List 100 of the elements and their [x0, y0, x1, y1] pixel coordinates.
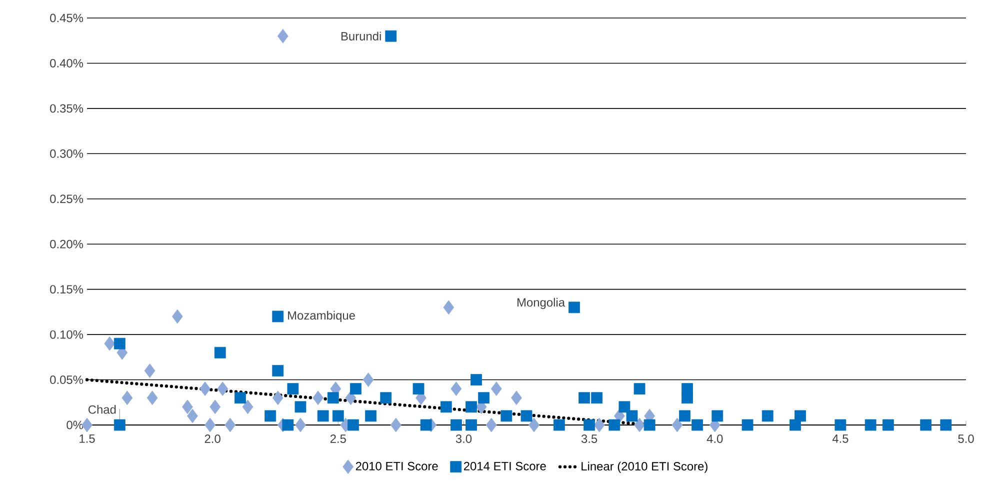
point [317, 410, 329, 422]
point [144, 364, 156, 378]
point [420, 419, 432, 431]
point [794, 410, 806, 422]
point [242, 400, 254, 414]
x-tick-label: 4.5 [832, 434, 848, 443]
point [440, 401, 452, 413]
x-tick-label: 1.5 [80, 434, 95, 443]
y-tick-label: 0.35% [50, 104, 84, 113]
point [282, 419, 294, 431]
point [362, 372, 374, 387]
point [500, 410, 512, 422]
annotation: Chad [88, 405, 116, 414]
point [478, 392, 490, 404]
point [568, 302, 580, 314]
point [287, 383, 299, 395]
point [634, 418, 645, 432]
point [327, 392, 339, 404]
point [224, 418, 236, 432]
legend-label: 2010 ETI Score [356, 462, 438, 470]
point [380, 392, 392, 404]
point [390, 418, 402, 432]
x-tick-label: 2.0 [204, 434, 220, 443]
point [466, 419, 477, 431]
point [486, 418, 497, 432]
point [762, 410, 774, 422]
point [204, 418, 216, 432]
point [122, 390, 133, 406]
point [294, 401, 306, 413]
point [412, 383, 424, 395]
y-tick-label: 0.10% [50, 330, 84, 339]
point [553, 419, 565, 431]
point [679, 410, 690, 422]
point [470, 374, 482, 386]
point [172, 309, 183, 324]
point [234, 392, 246, 404]
point [332, 410, 344, 422]
legend-label: Linear (2010 ETI Score) [582, 462, 708, 473]
point [578, 392, 590, 404]
point [350, 383, 362, 395]
point [187, 408, 198, 424]
point [348, 419, 359, 431]
point [920, 419, 932, 431]
y-tick-label: 0% [66, 420, 84, 430]
point [277, 28, 288, 44]
legend-label: 2014 ETI Score [464, 462, 546, 470]
point [450, 382, 462, 396]
point [644, 419, 656, 431]
point [210, 400, 221, 414]
point [672, 418, 683, 432]
annotation: Mongolia [518, 298, 566, 309]
point [634, 383, 646, 395]
y-tick-label: 0.25% [50, 194, 84, 204]
annotation: Mozambique [288, 310, 355, 322]
y-tick-label: 0.30% [50, 149, 84, 158]
point [490, 382, 502, 396]
x-tick-label: 5.0 [958, 434, 974, 443]
point [443, 300, 454, 315]
point [114, 419, 126, 431]
y-tick-label: 0.15% [50, 285, 84, 294]
x-tick-label: 4.0 [706, 434, 723, 443]
y-tick-label: 0.40% [50, 58, 84, 68]
point [618, 401, 630, 413]
y-tick-label: 0.20% [50, 240, 84, 248]
annotation: Burundi [341, 32, 381, 40]
point [608, 419, 620, 431]
point [272, 310, 284, 322]
point [864, 419, 876, 431]
point [365, 410, 377, 422]
x-tick-label: 3.0 [456, 434, 472, 443]
point [264, 410, 276, 422]
point [217, 382, 228, 396]
point [511, 390, 522, 406]
x-tick-label: 2.5 [330, 434, 346, 443]
x-tick-label: 3.5 [581, 434, 598, 443]
point [682, 392, 693, 404]
point [940, 419, 952, 431]
point [385, 30, 397, 42]
point [834, 419, 846, 431]
point [594, 418, 605, 432]
point [626, 410, 638, 422]
point [114, 338, 126, 350]
point [345, 390, 356, 406]
point [882, 419, 894, 431]
point [200, 382, 210, 396]
point [104, 336, 116, 351]
point [295, 418, 306, 432]
point [82, 418, 92, 432]
point [450, 419, 462, 431]
point [584, 419, 595, 431]
point [692, 419, 703, 431]
point [742, 419, 754, 431]
point [591, 392, 603, 404]
point [272, 390, 284, 406]
point [214, 346, 226, 358]
y-tick-label: 0.45% [50, 14, 84, 22]
point [146, 390, 158, 406]
point [182, 400, 193, 414]
point [520, 410, 532, 422]
point [712, 410, 724, 422]
